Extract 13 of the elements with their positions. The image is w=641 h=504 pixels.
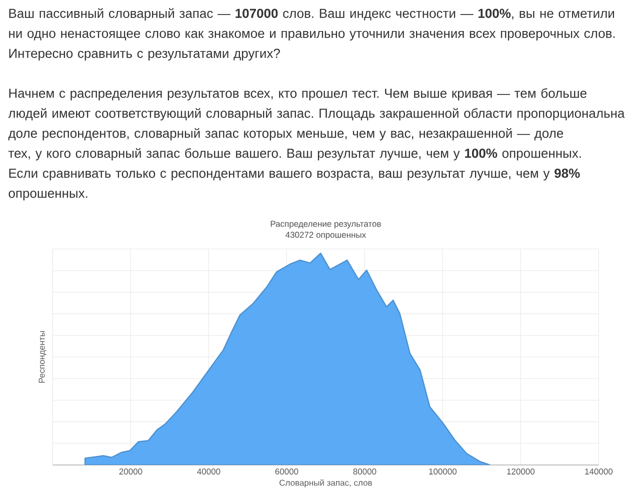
x-axis-title: Словарный запас, слов (280, 479, 372, 488)
x-tick-label: 40000 (197, 468, 220, 475)
text: Начнем с распределения результатов всех, кто прошел тест. Чем выше кривая — тем больше людей имеют соответствующий словарный запас. Площадь закрашенной области пропорциональна доле респондентов, словарный запас которых меньше, чем у вас, незакрашенной — доле тех, у кого словарный запас больше вашего. Ваш результат лучше, чем у 100% опрошенных. Если сравнивать только с респондентами вашего возраста, ваш результат лучше, чем у 98% опрошенных. (8, 88, 625, 200)
x-tick-label: 140000 (585, 468, 613, 475)
x-tick-label: 120000 (507, 468, 535, 475)
x-tick-label: 60000 (275, 468, 298, 475)
x-tick-label: 80000 (353, 468, 376, 475)
y-axis-title: Респонденты (38, 331, 46, 383)
text: Ваш пассивный словарный запас — 107000 слов. Ваш индекс честности — 100%, вы не отметили ни одно ненастоящее слово как знакомое и правильно уточнили значения всех проверочных слов. Интересно сравнить с результатами других? (9, 8, 615, 61)
chart-subtitle: 430272 опрошенных (285, 232, 366, 240)
x-tick-label: 100000 (429, 468, 457, 475)
chart-title: Распределение результатов (270, 220, 381, 228)
x-tick-label: 20000 (119, 468, 142, 475)
